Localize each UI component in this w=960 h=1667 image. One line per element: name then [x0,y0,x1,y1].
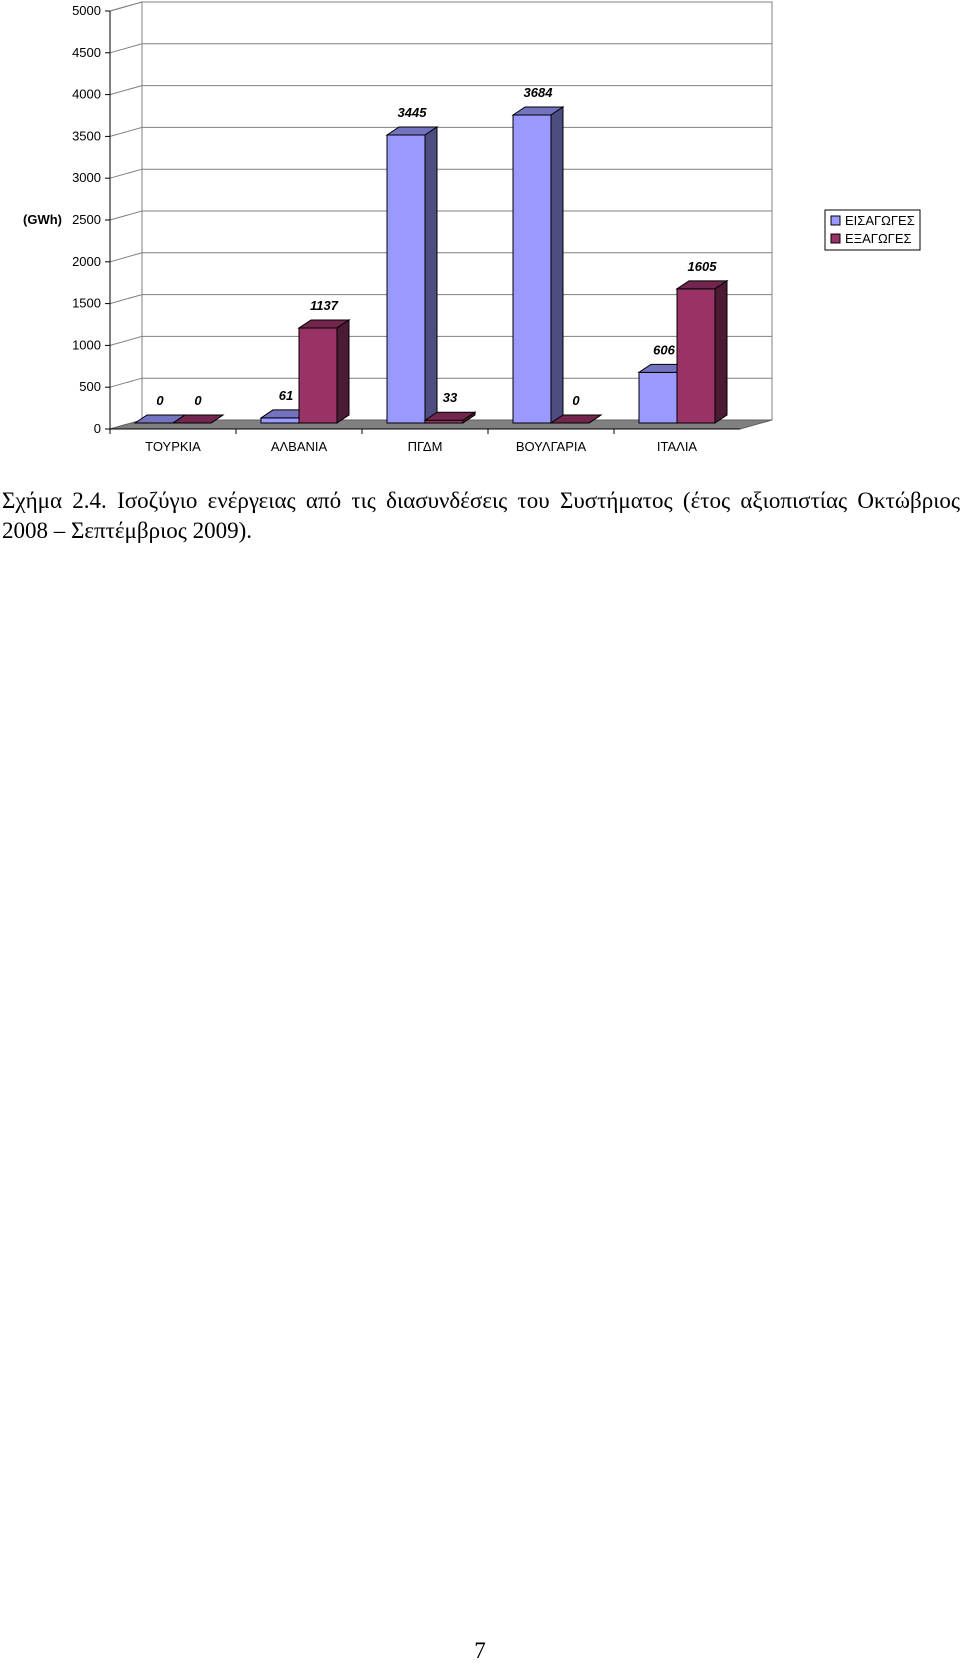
bar-front [638,371,678,424]
bar-front [298,327,338,424]
data-label-ΕΙΣΑΓΩΓΕΣ-ΑΛΒΑΝΙΑ: 61 [279,388,293,403]
y-axis-label: (GWh) [23,212,62,227]
gridline-5000 [109,1,772,12]
data-label-ΕΙΣΑΓΩΓΕΣ-ΠΓΔΜ: 3445 [398,105,428,120]
data-label-ΕΞΑΓΩΓΕΣ-ΠΓΔΜ: 33 [443,390,458,405]
x-tick-label-0: ΤΟΥΡΚΙΑ [145,439,201,454]
bar-side [588,414,602,424]
x-tick-label-4: ΙΤΑΛΙΑ [657,439,698,454]
legend-swatch-1 [830,233,841,244]
bar-ΕΞΑΓΩΓΕΣ-ΠΓΔΜ [423,411,477,424]
legend-swatch-0 [830,215,841,226]
x-tick-label-3: ΒΟΥΛΓΑΡΙΑ [516,439,587,454]
x-tick-label-2: ΠΓΔΜ [408,439,443,454]
bar-side [550,106,564,424]
bar-front [386,134,426,424]
bar-side [424,126,438,424]
page-number: 7 [474,1638,486,1663]
y-tick-label-1500: 1500 [72,296,101,311]
data-label-ΕΙΣΑΓΩΓΕΣ-ΒΟΥΛΓΑΡΙΑ: 3684 [524,85,554,100]
bar-side [336,319,350,424]
data-label-ΕΞΑΓΩΓΕΣ-ΙΤΑΛΙΑ: 1605 [688,259,718,274]
y-tick-label-2500: 2500 [72,212,101,227]
y-tick-label-500: 500 [79,379,101,394]
y-tick-label-5000: 5000 [72,3,101,18]
y-tick-label-2000: 2000 [72,254,101,269]
bar-ΕΞΑΓΩΓΕΣ-ΙΤΑΛΙΑ [675,279,729,424]
bar-ΕΙΣΑΓΩΓΕΣ-ΠΓΔΜ [385,126,439,424]
y-tick-label-0: 0 [94,421,101,436]
figure-caption: Σχήμα 2.4. Ισοζύγιο ενέργειας από τις δι… [2,488,960,543]
legend-label-1: ΕΞΑΓΩΓΕΣ [845,231,912,246]
bar-ΕΞΑΓΩΓΕΣ-ΑΛΒΑΝΙΑ [297,319,351,424]
data-label-ΕΞΑΓΩΓΕΣ-ΒΟΥΛΓΑΡΙΑ: 0 [572,393,580,408]
y-tick-label-4500: 4500 [72,45,101,60]
bar-side [714,279,728,424]
data-label-ΕΞΑΓΩΓΕΣ-ΑΛΒΑΝΙΑ: 1137 [310,298,339,313]
bar-front [512,114,552,424]
y-tick-label-1000: 1000 [72,337,101,352]
gridline-4000 [109,85,772,96]
bar-side [210,414,224,424]
gridline-4500 [109,43,772,54]
data-label-ΕΙΣΑΓΩΓΕΣ-ΙΤΑΛΙΑ: 606 [653,342,675,357]
y-tick-label-3500: 3500 [72,128,101,143]
legend-box [824,209,921,251]
y-tick-label-3000: 3000 [72,170,101,185]
bar-ΕΙΣΑΓΩΓΕΣ-ΒΟΥΛΓΑΡΙΑ [511,106,565,424]
bar-ΕΞΑΓΩΓΕΣ-ΤΟΥΡΚΙΑ [171,414,225,424]
bar-front [260,417,300,424]
data-label-ΕΙΣΑΓΩΓΕΣ-ΤΟΥΡΚΙΑ: 0 [156,393,164,408]
data-label-ΕΞΑΓΩΓΕΣ-ΤΟΥΡΚΙΑ: 0 [194,393,202,408]
y-tick-label-4000: 4000 [72,87,101,102]
bar-ΕΞΑΓΩΓΕΣ-ΒΟΥΛΓΑΡΙΑ [549,414,603,424]
interconnection-energy-chart: 0 500 1000 1500 2000 2500 3000 3500 4000 4500 5000… [23,1,921,454]
x-tick-label-1: ΑΛΒΑΝΙΑ [271,439,328,454]
bar-front [676,288,716,424]
bar-side [462,411,476,424]
legend-label-0: ΕΙΣΑΓΩΓΕΣ [845,213,915,228]
